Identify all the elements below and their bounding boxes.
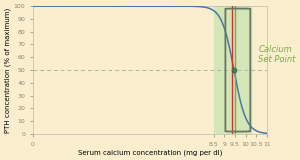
Y-axis label: PTH concentration (% of maximum): PTH concentration (% of maximum) (4, 7, 11, 133)
Text: Calcium
Set Point: Calcium Set Point (258, 45, 296, 64)
Bar (214, 6, 251, 134)
X-axis label: Serum calcium concentration (mg per dl): Serum calcium concentration (mg per dl) (78, 149, 222, 156)
